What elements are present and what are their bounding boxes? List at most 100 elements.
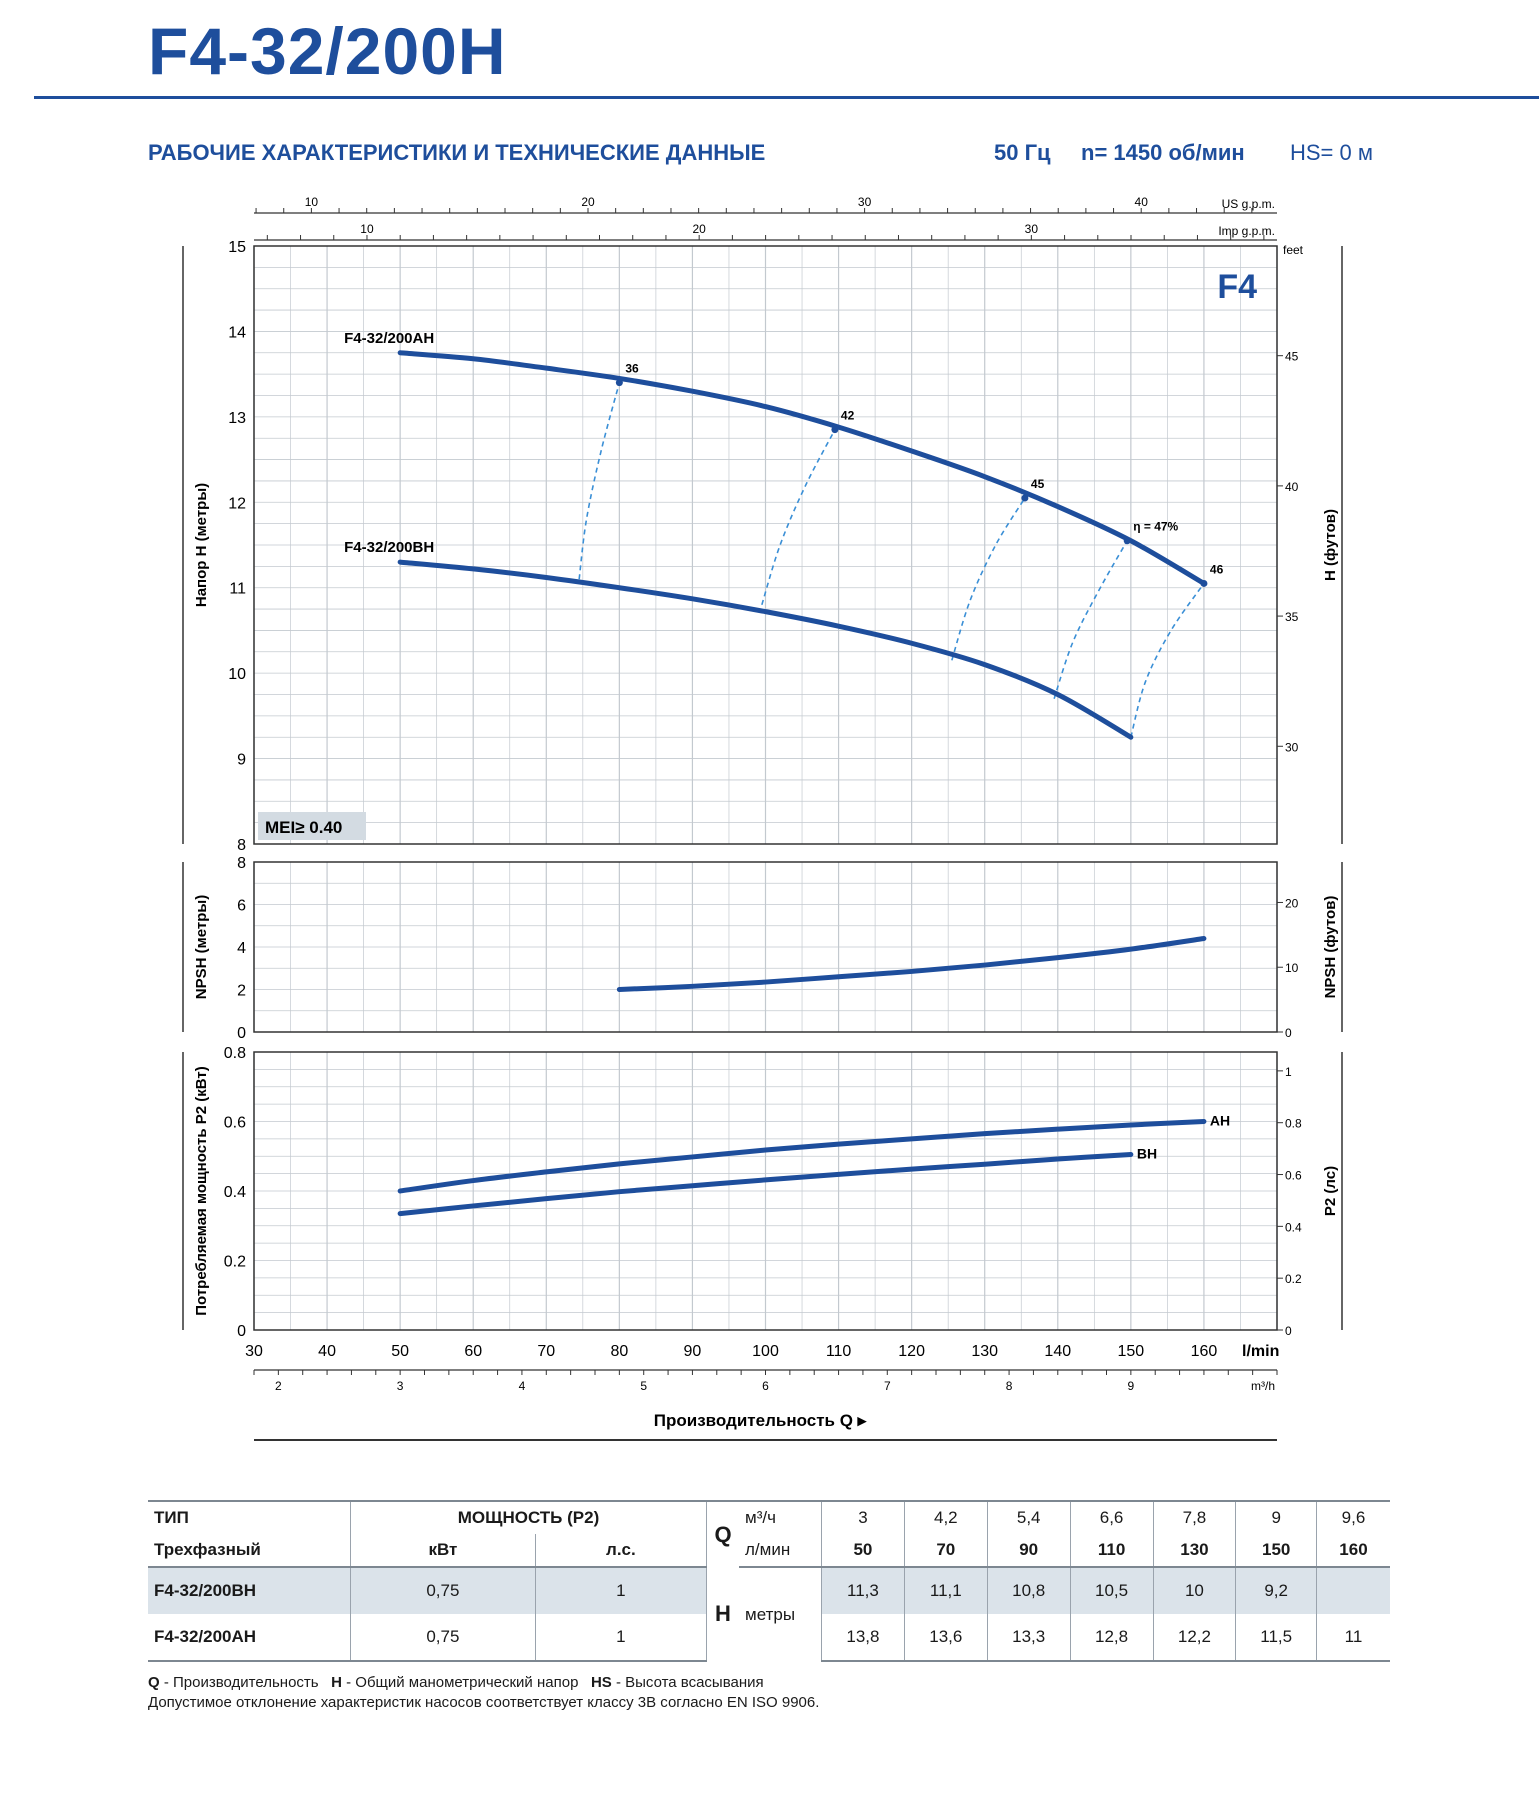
kw-header: кВт <box>350 1534 536 1568</box>
x-tick-label: 30 <box>245 1343 263 1360</box>
m3h-tick-label: 2 <box>275 1379 282 1393</box>
speed-label: n= 1450 об/мин <box>1081 140 1245 165</box>
head-y2-tick-label: 40 <box>1285 480 1299 494</box>
table-header-row-2: Трехфазный кВт л.с. л/мин 50 70 90 110 1… <box>148 1534 1390 1568</box>
page-title: F4-32/200H <box>148 14 507 88</box>
us-gpm-unit-label: US g.p.m. <box>1222 197 1275 211</box>
q-m3h-cell: 5,4 <box>987 1500 1071 1534</box>
head-y2-unit-label: feet <box>1283 243 1304 257</box>
row-head-cell: 12,8 <box>1070 1614 1154 1662</box>
head-y2-axis-label: H (футов) <box>1322 509 1339 581</box>
power-y2-tick-label: 0.2 <box>1285 1272 1302 1286</box>
imp-gpm-unit-label: Imp g.p.m. <box>1218 224 1275 238</box>
x-tick-label: 130 <box>971 1343 998 1360</box>
x-tick-label: 100 <box>752 1343 779 1360</box>
table-row: F4-32/200AH 0,75 1 13,8 13,6 13,3 12,8 1… <box>148 1614 1390 1662</box>
power-y2-tick-label: 0 <box>1285 1324 1292 1338</box>
mei-badge: MEI≥ 0.40 <box>265 818 342 837</box>
q-lmin-cell: 150 <box>1235 1534 1317 1568</box>
power-y-tick-label: 0.6 <box>224 1115 246 1132</box>
q-lmin-cell: 110 <box>1070 1534 1154 1568</box>
q-m3h-cell: 6,6 <box>1070 1500 1154 1534</box>
row-head-cell: 11,1 <box>904 1567 988 1614</box>
head-curve <box>397 350 1207 586</box>
m3h-tick-label: 3 <box>397 1379 404 1393</box>
m3h-tick-label: 9 <box>1128 1379 1135 1393</box>
row-head-cell: 11,5 <box>1235 1614 1317 1662</box>
npsh-y-axis-label: NPSH (метры) <box>193 895 210 999</box>
x-tick-label: 90 <box>684 1343 702 1360</box>
head-y-tick-label: 12 <box>228 495 246 512</box>
power-y-tick-label: 0.8 <box>224 1045 246 1062</box>
row-kw: 0,75 <box>350 1614 536 1662</box>
power-curve <box>397 1119 1207 1194</box>
type-header: ТИП <box>148 1500 351 1534</box>
head-y2-tick-label: 30 <box>1285 740 1299 754</box>
series-label: BH <box>1137 1146 1157 1162</box>
row-head-cell: 12,2 <box>1153 1614 1237 1662</box>
efficiency-label: 36 <box>625 362 639 376</box>
q-m3h-cell: 3 <box>821 1500 905 1534</box>
x-axis-label: Производительность Q ▸ <box>654 1411 868 1430</box>
efficiency-curve <box>578 382 621 580</box>
tolerance-note: Допустимое отклонение характеристик насо… <box>148 1694 820 1711</box>
x-unit-label: l/min <box>1242 1343 1279 1360</box>
q-lmin-cell: 130 <box>1153 1534 1237 1568</box>
head-y-tick-label: 13 <box>228 410 246 427</box>
m3h-unit-label: m³/h <box>1251 1379 1275 1393</box>
npsh-y-tick-label: 6 <box>237 898 246 915</box>
m3h-tick-label: 5 <box>640 1379 647 1393</box>
npsh-y2-tick-label: 20 <box>1285 896 1299 910</box>
q-key: Q <box>148 1674 160 1691</box>
hs-text: - Высота всасывания <box>611 1674 764 1691</box>
efficiency-label: 45 <box>1031 477 1045 491</box>
power-y2-axis-label: P2 (лс) <box>1322 1166 1339 1216</box>
x-tick-label: 140 <box>1044 1343 1071 1360</box>
q-m3h-cell: 7,8 <box>1153 1500 1237 1534</box>
table-row: F4-32/200BH 0,75 1 H метры 11,3 11,1 10,… <box>148 1567 1390 1661</box>
power-y-tick-label: 0.2 <box>224 1254 246 1271</box>
efficiency-curve <box>1053 540 1128 700</box>
npsh-y2-axis-label: NPSH (футов) <box>1322 896 1339 999</box>
h-key: H <box>331 1674 342 1691</box>
m3h-header: м³/ч <box>739 1500 822 1534</box>
section-title: РАБОЧИЕ ХАРАКТЕРИСТИКИ И ТЕХНИЧЕСКИЕ ДАН… <box>148 140 766 165</box>
us-gpm-tick-label: 40 <box>1135 195 1149 209</box>
power-plot-frame <box>253 1051 1278 1331</box>
power-curve <box>397 1152 1134 1217</box>
hp-header: л.с. <box>535 1534 708 1568</box>
q-text: - Производительность <box>159 1674 319 1691</box>
efficiency-label: 42 <box>841 409 855 423</box>
lmin-header: л/мин <box>739 1534 822 1568</box>
row-hp: 1 <box>535 1567 708 1614</box>
m3h-tick-label: 4 <box>519 1379 526 1393</box>
us-gpm-tick-label: 30 <box>858 195 872 209</box>
power-y2-tick-label: 0.8 <box>1285 1117 1302 1131</box>
head-y-tick-label: 14 <box>228 324 246 341</box>
npsh-plot-frame <box>253 861 1278 1033</box>
head-y2-tick-label: 45 <box>1285 350 1299 364</box>
technical-data-table: ТИП МОЩНОСТЬ (P2) Q м³/ч 3 4,2 5,4 6,6 7… <box>148 1500 1390 1662</box>
legend-note: Q - Производительность H - Общий маномет… <box>148 1674 764 1691</box>
row-head-cell: 10,5 <box>1070 1567 1154 1614</box>
head-y-axis-label: Напор H (метры) <box>193 483 210 607</box>
m3h-tick-label: 8 <box>1006 1379 1013 1393</box>
efficiency-curve <box>761 429 836 606</box>
npsh-y-tick-label: 4 <box>237 940 246 957</box>
row-head-cell <box>1316 1567 1390 1614</box>
x-tick-label: 40 <box>318 1343 336 1360</box>
row-head-cell: 11,3 <box>821 1567 905 1614</box>
q-m3h-cell: 9 <box>1235 1500 1317 1534</box>
q-lmin-cell: 90 <box>987 1534 1071 1568</box>
mei-badge-background <box>258 812 366 840</box>
imp-gpm-tick-label: 30 <box>1025 222 1039 236</box>
efficiency-curve <box>1130 582 1205 738</box>
x-tick-label: 60 <box>464 1343 482 1360</box>
h-text: - Общий манометрический напор <box>341 1674 579 1691</box>
h-header: H <box>706 1567 739 1661</box>
row-head-cell: 11 <box>1316 1614 1390 1662</box>
npsh-y2-tick-label: 0 <box>1285 1026 1292 1040</box>
x-tick-label: 150 <box>1118 1343 1145 1360</box>
q-lmin-cell: 160 <box>1316 1534 1390 1568</box>
head-y-tick-label: 15 <box>228 239 246 256</box>
